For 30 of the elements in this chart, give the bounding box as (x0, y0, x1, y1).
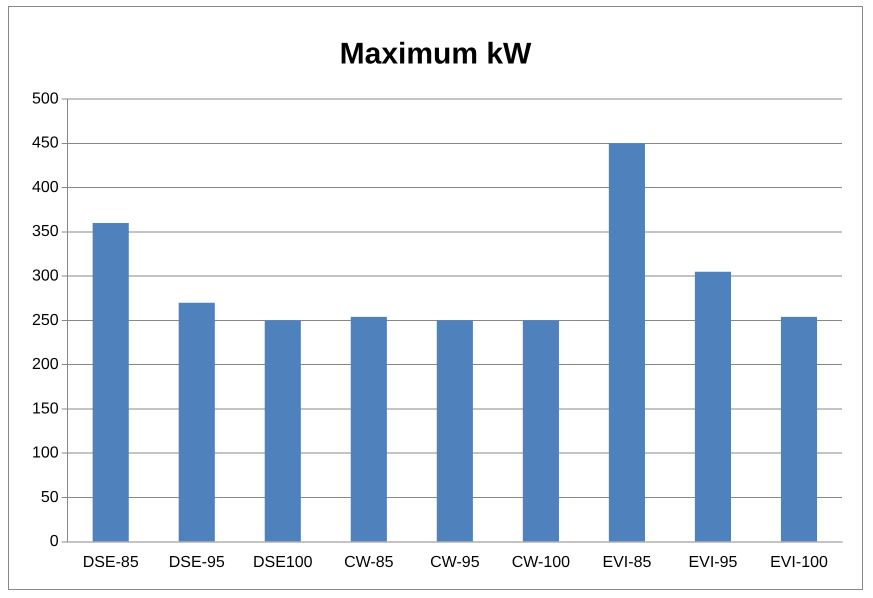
bar (522, 320, 559, 542)
y-tick-label: 200 (32, 356, 59, 374)
bar (694, 272, 732, 542)
y-tick-label: 250 (32, 312, 59, 329)
x-tick-label: EVI-85 (602, 554, 652, 571)
bar (350, 316, 387, 542)
bar (436, 320, 473, 542)
y-tick-label: 150 (32, 400, 59, 418)
y-tick-label: 0 (50, 533, 59, 550)
y-tick-label: 450 (32, 134, 59, 152)
x-tick-label: CW-85 (344, 554, 394, 571)
x-tick-label: CW-100 (512, 554, 570, 571)
x-tick-label: DSE100 (252, 554, 313, 571)
bar (780, 316, 818, 542)
bar (608, 143, 645, 542)
y-tick-label: 400 (32, 178, 59, 196)
x-tick-label: DSE-95 (168, 554, 225, 571)
y-tick-label: 300 (32, 268, 59, 285)
x-tick-label: EVI-95 (688, 554, 738, 571)
bar (92, 222, 129, 542)
bar (264, 320, 301, 542)
y-tick-label: 500 (32, 90, 59, 108)
bar (178, 302, 215, 542)
x-tick-label: DSE-85 (82, 554, 139, 571)
y-tick-label: 100 (32, 444, 59, 462)
y-tick-label: 350 (32, 223, 59, 240)
y-tick-label: 50 (40, 488, 59, 506)
x-tick-label: CW-95 (430, 554, 480, 571)
chart-title: Maximum kW (340, 37, 532, 70)
x-tick-label: EVI-100 (770, 554, 828, 571)
